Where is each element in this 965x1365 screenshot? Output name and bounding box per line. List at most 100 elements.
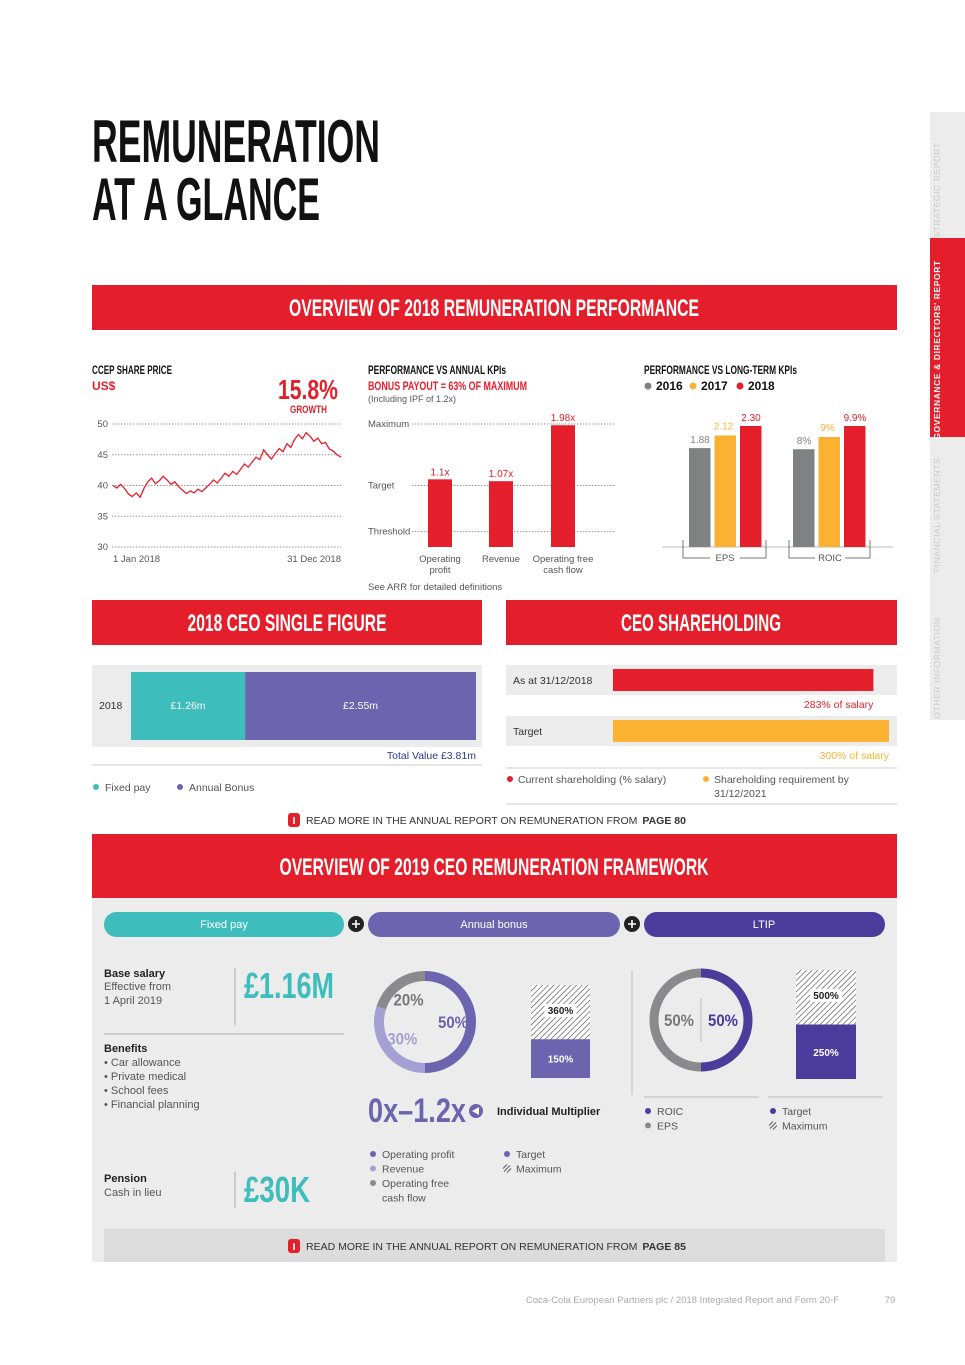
legend-label: 2018	[748, 379, 775, 393]
label: Pension	[104, 1173, 147, 1185]
value-label: 300% of salary	[820, 750, 890, 762]
pill	[104, 912, 344, 937]
multiplier-label: Individual Multiplier	[497, 1106, 601, 1118]
value-label: 500%	[813, 991, 839, 1002]
donut-label: 20%	[394, 990, 424, 1009]
category-label: 2018	[99, 700, 123, 712]
legend-marker	[770, 1108, 776, 1114]
bar	[844, 426, 866, 547]
tab-bg-active	[930, 238, 965, 437]
banner	[92, 600, 482, 645]
value-label: 2.30	[741, 413, 761, 424]
value-label: 9%	[820, 423, 835, 434]
plus-icon	[628, 920, 636, 928]
note: Effective from	[104, 981, 171, 993]
read-more: READ MORE IN THE ANNUAL REPORT ON REMUNE…	[306, 815, 686, 827]
legend-marker	[370, 1180, 376, 1186]
y-tick-label: 35	[97, 511, 108, 522]
value-label: 1.98x	[551, 413, 575, 424]
value-label: 150%	[548, 1055, 574, 1066]
donut-segment	[424, 971, 476, 1073]
legend-label: Current shareholding (% salary)	[518, 774, 666, 786]
tab-label: STRATEGIC REPORT	[932, 142, 942, 237]
label-bg	[810, 989, 842, 1002]
x-label: 1 Jan 2018	[113, 554, 160, 565]
value-label: 2.12	[714, 421, 734, 432]
legend-marker	[644, 382, 652, 390]
page-title: AT A GLANCE	[92, 166, 320, 233]
banner	[92, 834, 897, 898]
read-more-page: PAGE 85	[642, 1241, 686, 1253]
value-label: 360%	[548, 1006, 574, 1017]
footer-text: Coca-Cola European Partners plc / 2018 I…	[526, 1295, 839, 1306]
bar	[428, 479, 452, 547]
tab-bg	[930, 592, 965, 720]
legend-marker	[177, 784, 183, 790]
list-item: • School fees	[104, 1085, 169, 1097]
reference-label: Target	[368, 481, 395, 492]
label: Base salary	[104, 968, 166, 980]
bar	[714, 435, 736, 547]
legend-marker	[645, 1108, 651, 1114]
reference-label: Threshold	[368, 527, 410, 538]
plus-icon	[352, 920, 360, 928]
bar	[818, 437, 840, 547]
page-number: 79	[885, 1295, 896, 1306]
legend-label: cash flow	[382, 1193, 426, 1205]
y-tick-label: 40	[97, 481, 108, 492]
category-label: Revenue	[482, 554, 520, 565]
banner	[92, 285, 897, 330]
donut-segment	[649, 968, 702, 1072]
category-label: profit	[429, 565, 450, 576]
bar-segment	[131, 672, 246, 740]
legend-label: ROIC	[657, 1106, 684, 1118]
pill-label: Annual bonus	[460, 919, 528, 931]
category-label: As at 31/12/2018	[513, 675, 593, 687]
legend-label: EPS	[657, 1121, 678, 1133]
value-label: 1.07x	[489, 469, 513, 480]
legend-label: Annual Bonus	[189, 782, 254, 794]
bar	[740, 426, 762, 547]
chart-unit: US$	[92, 379, 116, 393]
bracket-label-bg	[815, 552, 845, 563]
category-label: cash flow	[543, 565, 583, 576]
donut-label: 50%	[438, 1013, 468, 1032]
legend-marker	[689, 382, 697, 390]
growth-value: 15.8%	[278, 374, 338, 405]
legend-marker	[370, 1165, 376, 1172]
legend-label: Shareholding requirement by	[714, 774, 850, 786]
arrow-icon	[472, 1107, 479, 1115]
y-tick-label: 30	[97, 542, 108, 553]
bracket-label-bg	[710, 552, 740, 563]
category-label: Operating	[419, 554, 461, 565]
legend-label: Revenue	[382, 1164, 424, 1176]
bar	[489, 481, 513, 547]
pill	[644, 912, 885, 937]
list-item: • Financial planning	[104, 1099, 200, 1111]
legend-hatch	[768, 1121, 778, 1130]
value: £30K	[244, 1169, 310, 1210]
chart-note: (Including IPF of 1.2x)	[368, 394, 456, 404]
legend-hatch	[502, 1164, 512, 1173]
x-label: 31 Dec 2018	[287, 554, 341, 565]
section-heading: 2018 CEO SINGLE FIGURE	[188, 610, 387, 637]
value: £1.16M	[244, 965, 334, 1006]
section-heading: OVERVIEW OF 2018 REMUNERATION PERFORMANC…	[289, 295, 699, 322]
y-tick-label: 50	[97, 419, 108, 430]
group-label: EPS	[715, 553, 734, 564]
category-label: Target	[513, 726, 542, 738]
tab-label: GOVERNANCE & DIRECTORS' REPORT	[932, 260, 942, 440]
footnote: See ARR for detailed definitions	[368, 582, 502, 593]
legend-label: Operating profit	[382, 1149, 454, 1161]
bar	[689, 448, 711, 547]
donut-segment	[374, 1006, 426, 1073]
bar	[551, 425, 575, 547]
price-line	[112, 431, 342, 499]
legend-label: Target	[782, 1106, 811, 1118]
donut-label: 50%	[664, 1011, 694, 1030]
legend-marker	[370, 1151, 376, 1157]
donut-label: 30%	[387, 1029, 417, 1048]
legend-marker	[736, 382, 744, 390]
label-bg	[544, 1004, 577, 1017]
